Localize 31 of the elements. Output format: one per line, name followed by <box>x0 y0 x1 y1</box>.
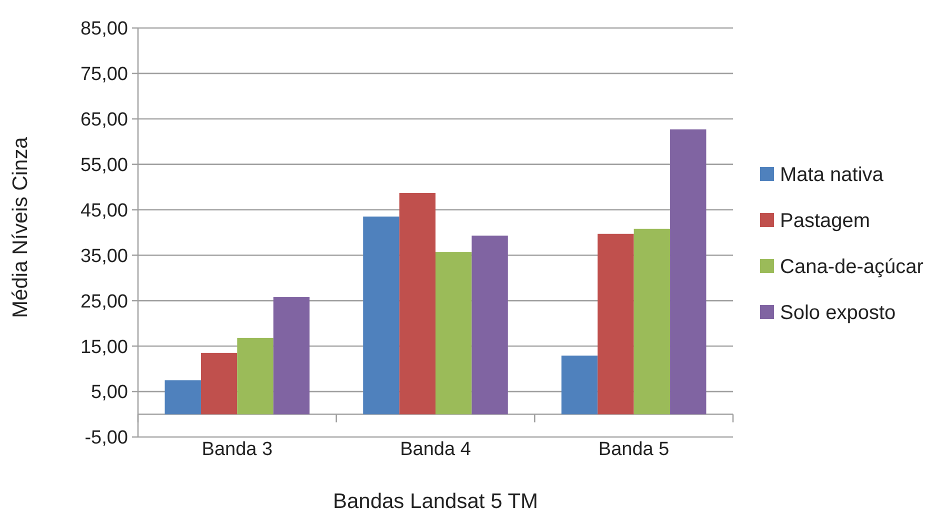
bar <box>561 356 598 414</box>
y-axis-title: Média Níveis Cinza <box>9 136 32 318</box>
y-tick-label: 65,00 <box>80 110 128 131</box>
y-tick-label: 25,00 <box>80 291 128 312</box>
bar <box>436 252 472 414</box>
y-tick-label: 85,00 <box>80 18 128 40</box>
bar <box>200 352 238 414</box>
y-tick-label: 75,00 <box>80 64 128 86</box>
x-tick-label: Banda 3 <box>202 439 273 460</box>
bar <box>399 192 436 414</box>
x-axis-title: Bandas Landsat 5 TM <box>332 490 538 513</box>
x-tick-label: Banda 5 <box>598 439 670 460</box>
bar <box>598 234 634 414</box>
y-tick-label: 35,00 <box>80 246 128 267</box>
x-tick-label: Banda 4 <box>400 439 472 460</box>
bar <box>237 338 274 414</box>
y-tick-label: 55,00 <box>80 154 128 176</box>
bar <box>472 236 508 414</box>
legend-label: Mata nativa <box>780 164 884 186</box>
bar <box>634 228 670 414</box>
bar <box>363 216 400 414</box>
legend-label: Pastagem <box>780 210 870 232</box>
y-tick-label: 45,00 <box>80 200 128 222</box>
bar <box>164 380 201 414</box>
legend-label: Cana-de-açúcar <box>780 256 924 278</box>
y-tick-label: 5,00 <box>91 382 128 404</box>
bar <box>273 297 310 414</box>
legend-label: Solo exposto <box>780 302 896 324</box>
y-tick-label: -5,00 <box>84 428 128 449</box>
y-tick-label: 15,00 <box>80 336 128 358</box>
bar <box>670 129 706 414</box>
